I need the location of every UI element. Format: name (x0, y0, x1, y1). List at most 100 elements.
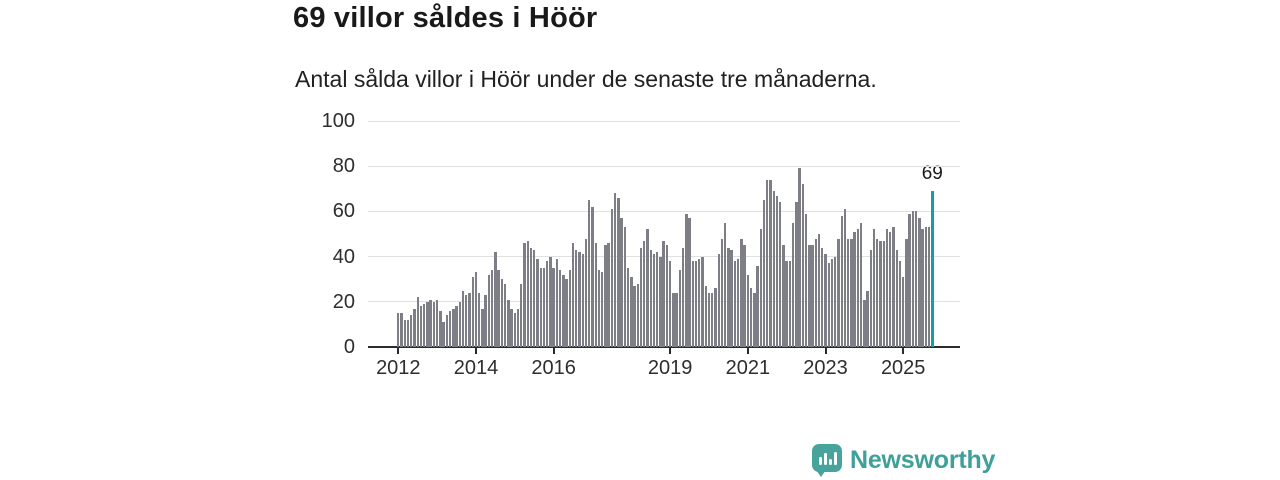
bar-chart-plot-area: 69 0 20 40 60 80 100 2012 2014 2016 2019 2021 2023 2… (322, 110, 960, 379)
bar (694, 261, 698, 347)
bar (435, 299, 439, 347)
bar (746, 274, 750, 347)
bar (626, 267, 630, 347)
bar (827, 263, 830, 347)
bar (545, 261, 549, 347)
bar (620, 218, 623, 347)
bar (905, 238, 908, 347)
bar (432, 301, 436, 347)
bar (821, 247, 824, 347)
bar (607, 243, 610, 347)
bar (811, 245, 814, 347)
bar (914, 211, 918, 347)
bar (753, 292, 756, 347)
bar (711, 292, 714, 347)
bar (513, 313, 516, 347)
bar (520, 283, 523, 347)
bar (856, 229, 860, 347)
bar (445, 315, 449, 347)
x-axis-tick-2012 (397, 348, 400, 354)
bar (497, 270, 500, 347)
bar (759, 229, 762, 347)
bar (808, 245, 811, 347)
x-axis-label-2014: 2014 (453, 357, 499, 379)
chart-title: 69 villor såldes i Höör (293, 2, 598, 34)
bar (743, 245, 746, 347)
bar (762, 200, 766, 347)
bar (516, 308, 520, 347)
x-axis-tick-2019 (669, 348, 672, 354)
x-axis-label-2023: 2023 (803, 357, 848, 379)
bar (749, 288, 753, 347)
bar (918, 218, 921, 347)
bar (723, 222, 727, 347)
bar (830, 258, 834, 347)
x-axis-label-2019: 2019 (647, 357, 693, 379)
x-axis-tick-2021 (746, 348, 749, 354)
bar (772, 191, 775, 347)
bar (558, 270, 562, 347)
bar (503, 283, 507, 347)
bar (422, 304, 426, 347)
y-axis-label-20: 20 (332, 290, 355, 313)
bar (575, 249, 578, 347)
bar (613, 193, 617, 347)
newsworthy-logo[interactable]: Newsworthy (812, 443, 995, 477)
bar (478, 292, 481, 347)
bar (911, 211, 915, 347)
bar (727, 247, 730, 347)
bar (552, 267, 555, 347)
bar (659, 256, 662, 347)
gridline-y-80 (368, 165, 960, 167)
bar (775, 195, 779, 347)
x-axis-line (368, 346, 960, 348)
gridline-y-60 (368, 210, 960, 212)
bar (892, 227, 895, 347)
bar (788, 261, 792, 347)
bar (662, 240, 665, 347)
bar (419, 306, 423, 347)
bar (885, 229, 889, 347)
bar (681, 247, 685, 347)
bar (675, 292, 678, 347)
bar (901, 276, 905, 347)
bar (630, 276, 633, 347)
x-axis-tick-2014 (474, 348, 477, 354)
bar (895, 249, 898, 347)
bar (429, 299, 432, 347)
bar (494, 252, 497, 347)
highlight-bar (931, 191, 934, 347)
bar (889, 231, 892, 347)
bar (403, 319, 406, 347)
bar (668, 261, 672, 347)
bar (837, 238, 840, 347)
bar (898, 261, 902, 347)
bar (814, 238, 817, 347)
bar (623, 227, 627, 347)
x-axis-label-2012: 2012 (376, 357, 421, 379)
y-axis-label-60: 60 (332, 200, 355, 223)
bar (779, 202, 782, 347)
bar (704, 285, 707, 347)
bar (465, 295, 468, 347)
bar (798, 168, 801, 347)
bar (717, 254, 720, 347)
y-axis-label-100: 100 (321, 110, 355, 132)
bar (850, 238, 853, 347)
bar (487, 274, 491, 347)
bar (733, 261, 737, 347)
bar (507, 299, 510, 347)
bar (636, 283, 639, 347)
bar (688, 218, 691, 347)
bar (523, 243, 526, 347)
bar (665, 245, 669, 347)
bar (824, 254, 827, 347)
bar (416, 297, 419, 347)
x-axis-tick-2016 (552, 348, 555, 354)
bar (471, 276, 474, 347)
x-axis-label-2016: 2016 (531, 357, 576, 379)
bar (536, 258, 539, 347)
bar (817, 234, 821, 347)
x-axis-tick-2025 (902, 348, 905, 354)
